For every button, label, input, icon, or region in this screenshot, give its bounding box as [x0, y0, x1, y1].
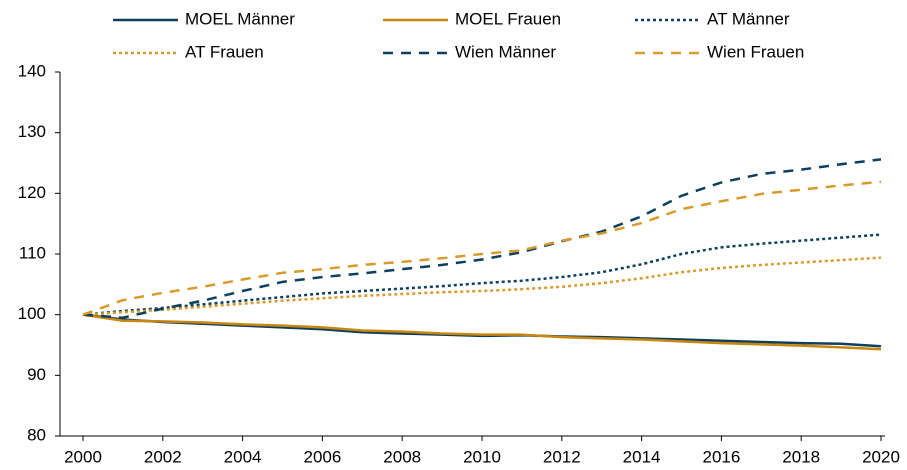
- line-series: [82, 158, 882, 319]
- line-series: [82, 233, 882, 316]
- x-tick-label: 2008: [383, 447, 421, 466]
- line-series: [82, 256, 882, 316]
- legend-label: Wien Männer: [455, 42, 556, 61]
- line-series: [82, 313, 882, 348]
- legend-label: AT Frauen: [185, 42, 264, 61]
- x-tick-label: 2018: [782, 447, 820, 466]
- x-tick-label: 2002: [144, 447, 182, 466]
- y-tick-label: 100: [18, 304, 46, 323]
- x-tick-label: 2006: [303, 447, 341, 466]
- y-tick-label: 80: [27, 425, 46, 444]
- line-series: [82, 313, 882, 351]
- y-tick-label: 140: [18, 61, 46, 80]
- x-tick-label: 2020: [862, 447, 900, 466]
- legend-label: AT Männer: [707, 9, 790, 28]
- y-tick-label: 130: [18, 122, 46, 141]
- legend-label: MOEL Frauen: [455, 9, 561, 28]
- x-tick-label: 2016: [702, 447, 740, 466]
- legend-label: Wien Frauen: [707, 42, 804, 61]
- x-tick-label: 2010: [463, 447, 501, 466]
- y-tick-label: 120: [18, 183, 46, 202]
- x-tick-label: 2004: [224, 447, 262, 466]
- x-tick-label: 2014: [623, 447, 661, 466]
- line-series: [82, 180, 882, 316]
- x-tick-label: 2012: [543, 447, 581, 466]
- legend-label: MOEL Männer: [185, 9, 295, 28]
- x-tick-label: 2000: [64, 447, 102, 466]
- y-tick-label: 110: [19, 243, 46, 262]
- y-tick-label: 90: [27, 365, 46, 384]
